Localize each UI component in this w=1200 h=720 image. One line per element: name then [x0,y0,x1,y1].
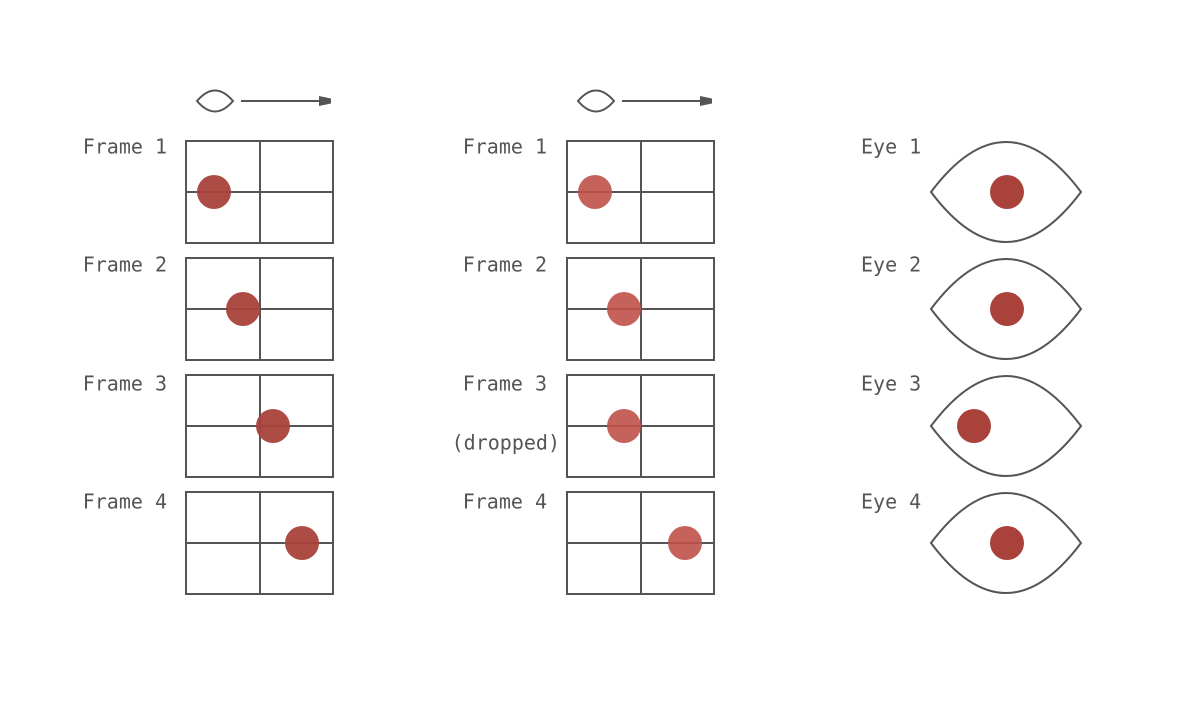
frame-note: (dropped) [452,431,560,455]
dot [607,292,641,326]
dot [256,409,290,443]
frame-label: Frame 2 [83,253,167,277]
frame-column: Frame 1 Frame 2 Frame 3 Frame 4 [83,135,334,595]
dot [668,526,702,560]
frame-label: Frame 4 [463,490,547,514]
frame-label: Frame 2 [463,253,547,277]
dot [607,409,641,443]
frame-label: Frame 1 [83,135,167,159]
dot [578,175,612,209]
eye [929,375,1083,477]
viewer-icon [576,89,711,113]
frame-label: Frame 3 [463,372,547,396]
eye [929,141,1083,243]
eye-label: Eye 2 [861,253,921,277]
frame-column: Frame 1 Frame 2 Frame 3 (dropped) Frame … [452,135,715,595]
eye-label: Eye 3 [861,372,921,396]
dot [285,526,319,560]
eye [929,258,1083,360]
frame-label: Frame 3 [83,372,167,396]
viewer-icon [195,89,330,113]
frame-label: Frame 1 [463,135,547,159]
dot [226,292,260,326]
eye-label: Eye 1 [861,135,921,159]
eye-column: Eye 1 Eye 2 Eye 3 Eye 4 [861,135,1083,594]
eye [929,492,1083,594]
frame-label: Frame 4 [83,490,167,514]
eye-label: Eye 4 [861,490,921,514]
dot [197,175,231,209]
